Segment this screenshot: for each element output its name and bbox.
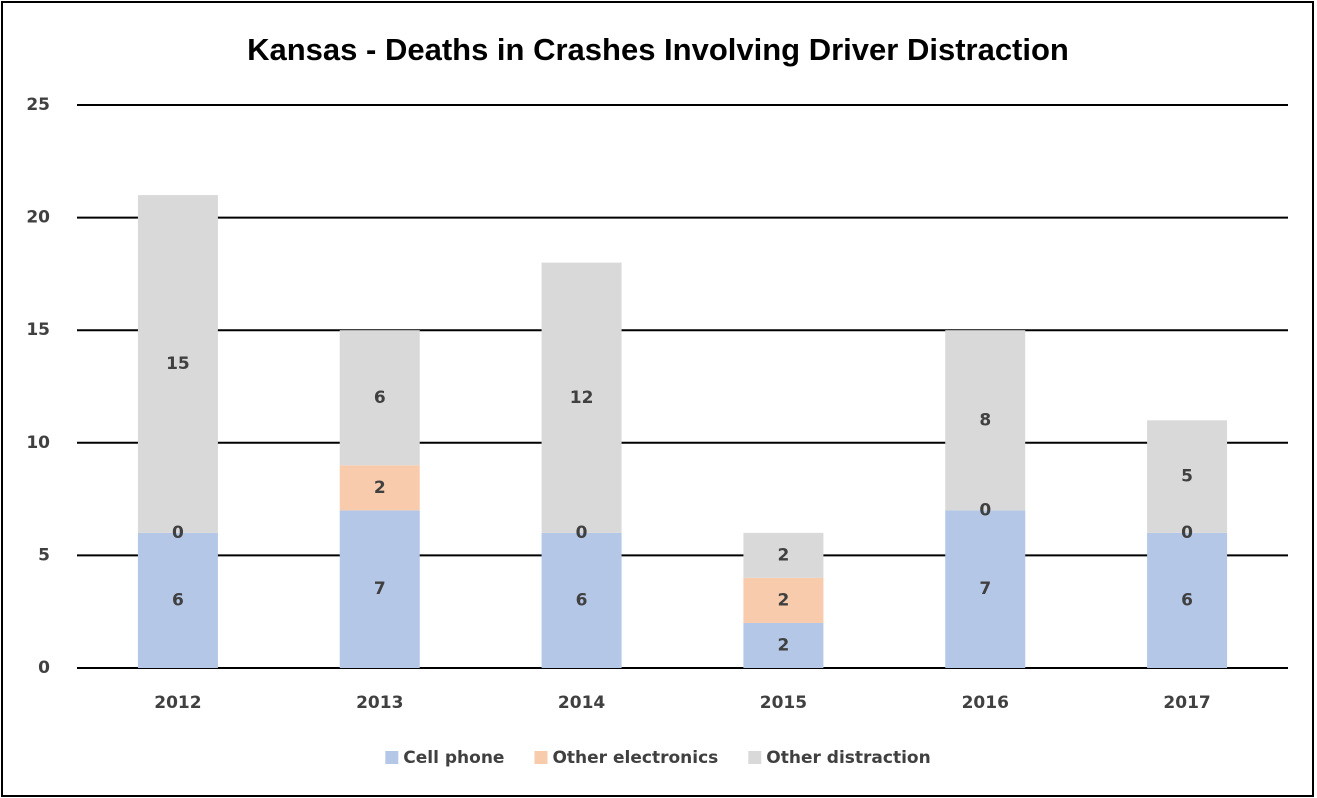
bar-segment [945, 330, 1026, 511]
bar-segment [743, 622, 824, 668]
y-tick-label: 5 [38, 545, 50, 565]
data-label: 2 [374, 478, 386, 498]
data-label: 2 [777, 635, 789, 655]
legend-label: Other distraction [766, 748, 930, 768]
x-tick-label: 2016 [962, 693, 1009, 713]
legend-swatch [385, 751, 399, 764]
x-tick-label: 2015 [760, 693, 807, 713]
bar-segment [541, 262, 622, 533]
y-tick-label: 20 [26, 208, 50, 228]
data-label: 0 [979, 500, 991, 520]
bar-segment [1147, 532, 1228, 668]
x-tick-label: 2013 [356, 693, 403, 713]
y-tick-label: 25 [26, 95, 50, 115]
data-label: 0 [172, 523, 184, 543]
data-label: 2 [777, 545, 789, 565]
data-label: 0 [1181, 523, 1193, 543]
x-tick-label: 2012 [154, 693, 201, 713]
data-label: 12 [570, 388, 594, 408]
y-tick-label: 10 [26, 433, 50, 453]
data-label: 8 [979, 410, 991, 430]
bar-segment [945, 510, 1026, 668]
bar-segment [339, 330, 420, 466]
y-tick-label: 15 [26, 320, 50, 340]
bar-segment [743, 532, 824, 578]
y-tick-label: 0 [38, 658, 50, 678]
bar-segment [743, 577, 824, 623]
legend-swatch [534, 751, 548, 764]
data-label: 6 [172, 590, 184, 610]
data-label: 0 [576, 523, 588, 543]
bar-segment [137, 532, 218, 668]
bar-segment [339, 465, 420, 511]
bar-segment [339, 510, 420, 668]
data-label: 7 [979, 579, 991, 599]
bar-segment [1147, 420, 1228, 533]
data-label: 6 [374, 388, 386, 408]
legend-label: Other electronics [552, 748, 718, 768]
x-tick-label: 2017 [1163, 693, 1210, 713]
legend-swatch [748, 751, 762, 764]
data-label: 7 [374, 579, 386, 599]
x-tick-label: 2014 [558, 693, 605, 713]
legend-label: Cell phone [403, 748, 504, 768]
bar-segment [137, 195, 218, 533]
chart-title: Kansas - Deaths in Crashes Involving Dri… [247, 32, 1069, 67]
data-label: 15 [166, 354, 190, 374]
data-label: 6 [576, 590, 588, 610]
data-label: 5 [1181, 467, 1193, 487]
data-label: 2 [777, 590, 789, 610]
bar-segment [541, 532, 622, 668]
data-label: 6 [1181, 590, 1193, 610]
